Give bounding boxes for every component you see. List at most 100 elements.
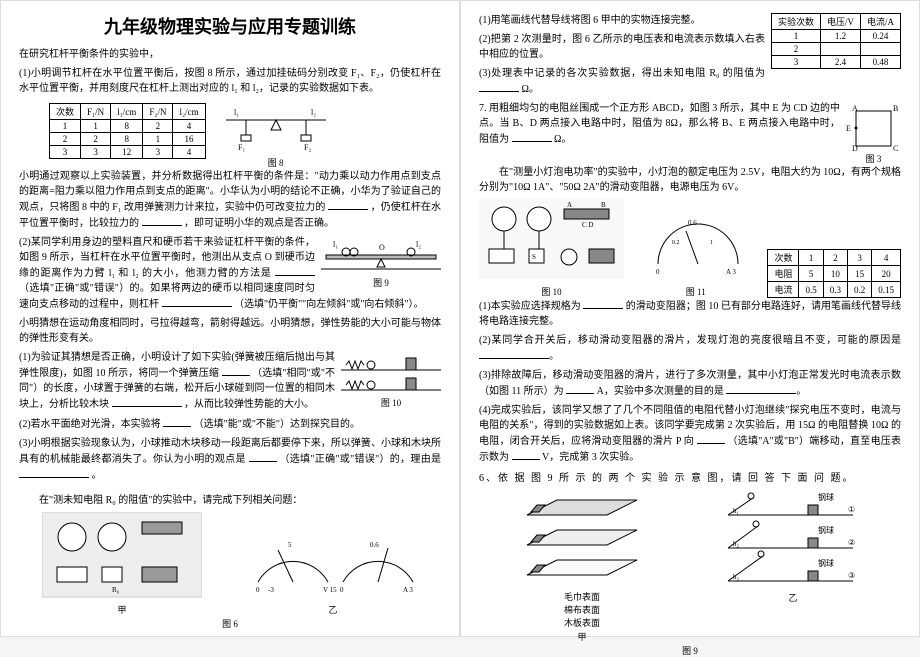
q8-4c: V，完成第 3 次实验。 xyxy=(542,452,639,463)
r3b: Ω。 xyxy=(522,84,539,95)
svg-text:O: O xyxy=(379,243,385,252)
blank xyxy=(163,416,191,427)
r3: (3)处理表中记录的各次实验数据，得出未知电阻 R₀ 的阻值为 Ω。 xyxy=(479,66,901,97)
blank xyxy=(162,296,232,307)
q3-3b: （选填"正确"或"错误"）的，理由是 xyxy=(279,454,441,465)
q8-1a: (1)本实验应选择规格为 xyxy=(479,301,581,312)
svg-text:①: ① xyxy=(848,505,855,514)
q8-2: (2)某同学合开关后，移动滑动变阻器的滑片，发现灯泡的亮度很暗且不变，可能的原因… xyxy=(479,333,901,364)
q8-3: (3)排除故障后，移动滑动变阻器的滑片，进行了多次测量，其中小灯泡正常发光时电流… xyxy=(479,368,901,399)
q3-3: (3)小明根据实验现象认为，小球推动木块移动一段距离后都要停下来，所以弹簧、小球… xyxy=(19,436,441,483)
fig6-jia: R₀ 甲 xyxy=(42,512,202,616)
fig11-label: 图 11 xyxy=(648,285,743,298)
fig9-left: l₁ l₂ O 图 9 xyxy=(321,235,441,289)
q3-2: (2)若水平面绝对光滑，本实验将 （选填"能"或"不能"）达到探究目的。 xyxy=(19,416,441,432)
svg-text:l₂: l₂ xyxy=(311,108,316,117)
svg-text:A: A xyxy=(567,201,572,209)
svg-text:D: D xyxy=(852,144,858,151)
svg-text:0: 0 xyxy=(656,268,660,276)
spring-block-icon xyxy=(341,350,441,395)
svg-text:E: E xyxy=(846,124,851,133)
svg-text:h₂: h₂ xyxy=(733,540,740,548)
svg-text:A 3: A 3 xyxy=(726,268,736,276)
fig6-jia-label: 甲 xyxy=(42,603,202,616)
svg-text:③: ③ xyxy=(848,571,855,580)
q3-2a: (2)若水平面绝对光滑，本实验将 xyxy=(19,419,161,430)
surf2: 棉布表面 xyxy=(517,603,647,616)
square-abcd-icon: A B C D E xyxy=(846,101,901,151)
blank xyxy=(275,265,315,276)
q8-4: (4)完成实验后，该同学又想了了几个不同阻值的电阻代替小灯泡继续"探究电压不变时… xyxy=(479,403,901,465)
surf3: 木板表面 xyxy=(517,616,647,629)
fig9-left-label: 图 9 xyxy=(321,276,441,289)
svg-text:A 3: A 3 xyxy=(403,586,413,594)
svg-text:②: ② xyxy=(848,538,855,547)
svg-text:l₁: l₁ xyxy=(333,240,338,249)
svg-text:0.2: 0.2 xyxy=(672,240,680,246)
q3-3c: 。 xyxy=(92,470,102,481)
fig9-yi-label: 乙 xyxy=(723,591,863,604)
svg-text:h₃: h₃ xyxy=(733,573,740,581)
blank xyxy=(142,215,182,226)
blank xyxy=(222,365,250,376)
blank xyxy=(328,199,368,210)
svg-text:0.6: 0.6 xyxy=(688,219,697,227)
svg-text:0: 0 xyxy=(256,586,260,594)
fig10-right: AB C D S 图 10 xyxy=(479,199,624,298)
fig11: 0 0.6 A 3 0.2 1 图 11 xyxy=(648,199,743,298)
t1h4: l₂/cm xyxy=(173,104,205,120)
blank xyxy=(697,433,725,444)
fig10-left-label: 图 10 xyxy=(341,396,441,409)
q1-2: 小明通过观察以上实验装置，并分析数据得出杠杆平衡的条件是："动力乘以动力作用点到… xyxy=(19,169,441,231)
q8-1: (1)本实验应选择规格为 的滑动变阻器；图 10 已有部分电路连好，请用笔画线代… xyxy=(479,298,901,329)
blank xyxy=(512,131,552,142)
circuit-diagram-icon: AB C D S xyxy=(479,199,624,284)
fig6-row: R₀ 甲 0 5 V 15 -3 0 0.6 A 3 乙 xyxy=(19,512,441,616)
blank xyxy=(19,467,89,478)
ruler-coin-icon: l₁ l₂ O xyxy=(321,235,441,275)
blank xyxy=(479,81,519,92)
q7: 7. 用粗细均匀的电阻丝围成一个正方形 ABCD，如图 3 所示，其中 E 为 … xyxy=(479,101,901,147)
svg-text:5: 5 xyxy=(288,541,292,549)
q1-1: (1)小明调节杠杆在水平位置平衡后，按图 8 所示，通过加挂砝码分别改变 F₁、… xyxy=(19,66,441,96)
svg-text:B: B xyxy=(601,201,606,209)
q4-intro: 在"测未知电阻 R₀ 的阻值"的实验中，请完成下列相关问题： xyxy=(19,493,441,508)
fig8: l₁ l₂ F₁ F₂ 图 8 xyxy=(216,100,336,169)
svg-text:l₂: l₂ xyxy=(416,240,421,249)
ball-label-1: 钢球 xyxy=(818,492,834,502)
t1h3: F₂/N xyxy=(143,104,173,120)
svg-text:l₁: l₁ xyxy=(234,108,239,117)
svg-text:0.6: 0.6 xyxy=(370,541,379,549)
q8-3b: A，实验中多次测量的目的是 xyxy=(597,386,724,397)
svg-text:0: 0 xyxy=(340,586,344,594)
svg-text:A: A xyxy=(852,104,858,113)
ball-label-2: 钢球 xyxy=(818,525,834,535)
svg-text:-3: -3 xyxy=(268,586,274,594)
q8-intro: 在"测量小灯泡电功率"的实验中，小灯泡的额定电压为 2.5V，电阻大约为 10Ω… xyxy=(479,165,901,195)
q2c: （选填"仍平衡""向左倾斜"或"向右倾斜"）。 xyxy=(234,299,424,310)
blank xyxy=(512,449,540,460)
fig3: A B C D E 图 3 xyxy=(846,101,901,165)
ball-label-3: 钢球 xyxy=(818,558,834,568)
svg-text:1: 1 xyxy=(710,240,713,246)
svg-text:F₂: F₂ xyxy=(304,143,311,152)
table2-wrap: 实验次数 电压/V 电流/A 11.20.24 2 32.40.48 xyxy=(771,13,901,69)
page-right: 实验次数 电压/V 电流/A 11.20.24 2 32.40.48 (1)用笔… xyxy=(460,0,920,637)
svg-text:B: B xyxy=(893,104,898,113)
meters-icon: 0 5 V 15 -3 0 0.6 A 3 xyxy=(248,512,418,602)
table-2: 实验次数 电压/V 电流/A 11.20.24 2 32.40.48 xyxy=(771,13,901,69)
q3-intro: 小明猜想在运动角度相同时，弓拉得越弯，箭射得越远。小明猜想，弹性势能的大小可能与… xyxy=(19,316,441,346)
q3-1c: ，从而比较弹性势能的大小。 xyxy=(184,399,314,410)
fig6-label: 图 6 xyxy=(19,617,441,630)
fig10-left: 图 10 xyxy=(341,350,441,409)
q3-2b: （选填"能"或"不能"）达到探究目的。 xyxy=(194,419,360,430)
svg-text:S: S xyxy=(532,253,536,261)
svg-text:F₁: F₁ xyxy=(238,143,245,152)
fig9-right-label: 图 9 xyxy=(479,644,901,657)
fig9-right-row: 毛巾表面 棉布表面 木板表面 甲 钢球 h₁ ① 钢球 xyxy=(479,490,901,643)
blank xyxy=(726,383,796,394)
q6-title: 6、依 据 图 9 所 示 的 两 个 实 验 示 意 图，请 回 答 下 面 … xyxy=(479,471,901,486)
svg-text:C: C xyxy=(893,144,898,151)
t1h0: 次数 xyxy=(50,104,81,120)
fig9-yi: 钢球 h₁ ① 钢球 h₂ ② xyxy=(723,490,863,604)
